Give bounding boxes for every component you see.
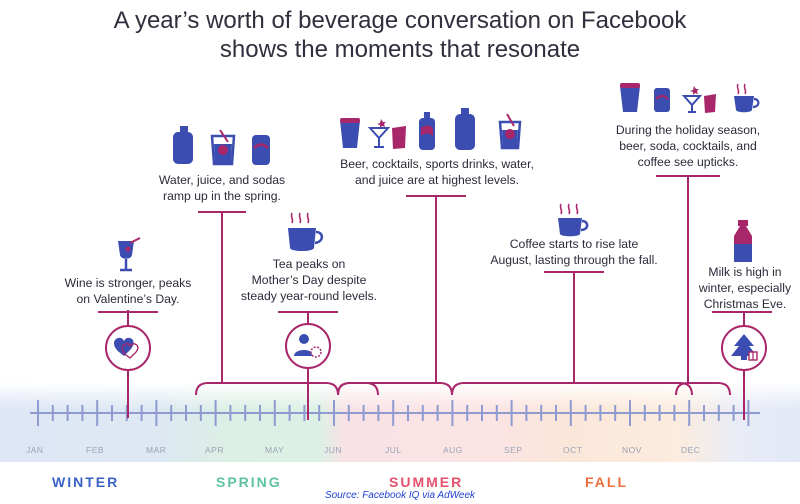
sports-drink-icon xyxy=(419,112,435,150)
month-label-jan: JAN xyxy=(26,445,44,455)
coffee-note: Coffee starts to rise late August, lasti… xyxy=(490,237,658,267)
coffee-cup-icon xyxy=(288,212,324,251)
month-label-apr: APR xyxy=(205,445,224,455)
source-credit: Source: Facebook IQ via AdWeek xyxy=(324,490,476,501)
page-subtitle: shows the moments that resonate xyxy=(219,36,581,63)
cocktail-icon xyxy=(681,86,703,113)
spring-bracket xyxy=(195,382,339,396)
page-title: A year’s worth of beverage conversation … xyxy=(113,7,687,34)
cocktail-icon xyxy=(367,119,391,148)
mixed-drink-icon xyxy=(704,94,716,113)
month-label-sep: SEP xyxy=(504,445,523,455)
water-bottle-icon xyxy=(173,126,193,164)
mixed-drink-icon xyxy=(392,126,406,149)
month-label-jun: JUN xyxy=(324,445,343,455)
fall-bracket xyxy=(451,382,693,396)
month-label-oct: OCT xyxy=(563,445,583,455)
milk-note: Milk is high in winter, especially Chris… xyxy=(698,265,792,311)
spring-note: Water, juice, and sodas ramp up in the s… xyxy=(158,173,286,203)
heart-icon xyxy=(113,337,139,359)
month-label-may: MAY xyxy=(265,445,285,455)
wine-note: Wine is stronger, peaks on Valentine’s D… xyxy=(64,276,192,306)
tea-circle xyxy=(285,323,331,369)
month-label-aug: AUG xyxy=(443,445,463,455)
coffee-cup-icon xyxy=(558,203,589,237)
month-label-feb: FEB xyxy=(86,445,105,455)
christmas-tree-icon xyxy=(731,334,758,361)
beer-glass-icon xyxy=(340,118,360,148)
month-label-nov: NOV xyxy=(622,445,642,455)
month-label-mar: MAR xyxy=(146,445,167,455)
holiday-note: During the holiday season, beer, soda, c… xyxy=(615,123,761,169)
season-label-fall: FALL xyxy=(585,474,628,490)
timeline-ticks xyxy=(37,400,750,426)
season-label-summer: SUMMER xyxy=(389,474,464,490)
juice-glass-icon xyxy=(210,129,236,166)
soda-can-icon xyxy=(252,135,270,165)
season-label-spring: SPRING xyxy=(216,474,282,490)
holiday-bracket xyxy=(675,382,731,396)
soda-can-icon xyxy=(654,88,670,112)
beer-glass-icon xyxy=(620,83,640,112)
month-label-jul: JUL xyxy=(385,445,402,455)
wine-glass-icon xyxy=(118,237,141,272)
milk-bottle-icon xyxy=(734,220,752,262)
mother-icon xyxy=(294,334,322,358)
juice-glass-icon xyxy=(498,113,522,150)
season-label-winter: WINTER xyxy=(52,474,120,490)
water-bottle-icon xyxy=(455,108,475,150)
month-label-dec: DEC xyxy=(681,445,701,455)
tea-note: Tea peaks on Mother’s Day despite steady… xyxy=(240,257,378,303)
coffee-cup-icon xyxy=(734,83,760,113)
summer-note: Beer, cocktails, sports drinks, water, a… xyxy=(340,157,534,187)
